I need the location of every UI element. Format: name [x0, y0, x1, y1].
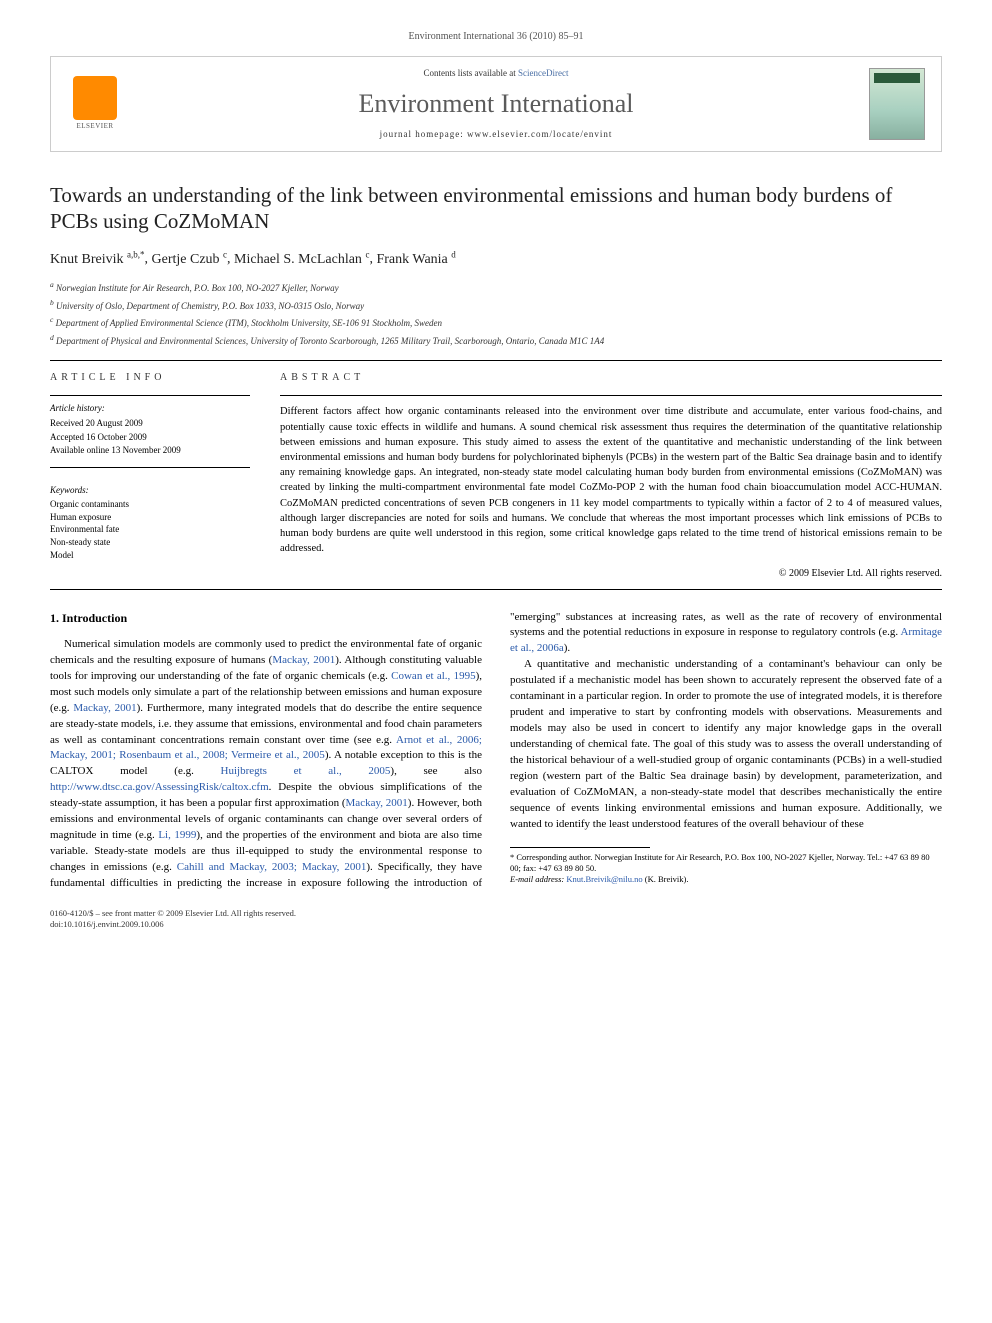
author-3: Michael S. McLachlan c [234, 252, 369, 267]
email-link[interactable]: Knut.Breivik@nilu.no [566, 874, 642, 884]
abstract-copyright: © 2009 Elsevier Ltd. All rights reserved… [280, 567, 942, 581]
journal-cover-thumbnail [869, 68, 925, 140]
caltox-link[interactable]: http://www.dtsc.ca.gov/AssessingRisk/cal… [50, 781, 269, 793]
abstract-column: ABSTRACT Different factors affect how or… [280, 371, 942, 580]
email-footnote: E-mail address: Knut.Breivik@nilu.no (K.… [510, 874, 942, 885]
keyword-5: Model [50, 549, 250, 562]
ref-li-1999[interactable]: Li, 1999 [158, 829, 196, 841]
author-1: Knut Breivik a,b,* [50, 252, 145, 267]
elsevier-label: ELSEVIER [76, 122, 113, 132]
affiliation-d: d Department of Physical and Environment… [50, 332, 942, 349]
contents-line: Contents lists available at ScienceDirec… [139, 67, 853, 80]
homepage-url[interactable]: www.elsevier.com/locate/envint [467, 129, 612, 139]
header-center: Contents lists available at ScienceDirec… [139, 67, 853, 141]
email-label: E-mail address: [510, 874, 566, 884]
keywords-heading: Keywords: [50, 484, 250, 497]
footnote-block: * Corresponding author. Norwegian Instit… [510, 847, 942, 885]
elsevier-tree-icon [73, 76, 117, 120]
page-footer: 0160-4120/$ – see front matter © 2009 El… [50, 908, 942, 930]
footer-issn: 0160-4120/$ – see front matter © 2009 El… [50, 908, 942, 919]
journal-reference: Environment International 36 (2010) 85–9… [50, 30, 942, 44]
affiliation-c: c Department of Applied Environmental Sc… [50, 314, 942, 331]
intro-para-2: A quantitative and mechanistic understan… [510, 657, 942, 832]
keyword-4: Non-steady state [50, 536, 250, 549]
divider-rule [50, 360, 942, 361]
affiliations: a Norwegian Institute for Air Research, … [50, 279, 942, 348]
section-divider [50, 589, 942, 590]
accepted-date: Accepted 16 October 2009 [50, 431, 250, 444]
affiliation-b: b University of Oslo, Department of Chem… [50, 297, 942, 314]
affiliation-a: a Norwegian Institute for Air Research, … [50, 279, 942, 296]
body-two-column: 1. Introduction Numerical simulation mod… [50, 610, 942, 892]
homepage-line: journal homepage: www.elsevier.com/locat… [139, 128, 853, 141]
authors-line: Knut Breivik a,b,*, Gertje Czub c, Micha… [50, 248, 942, 269]
section-1-heading: 1. Introduction [50, 610, 482, 627]
article-title: Towards an understanding of the link bet… [50, 182, 942, 235]
email-suffix: (K. Breivik). [643, 874, 689, 884]
info-abstract-row: ARTICLE INFO Article history: Received 2… [50, 371, 942, 580]
abstract-text: Different factors affect how organic con… [280, 404, 942, 556]
author-2: Gertje Czub c [152, 252, 228, 267]
online-date: Available online 13 November 2009 [50, 444, 250, 457]
keyword-1: Organic contaminants [50, 498, 250, 511]
ref-mackay-2001-b[interactable]: Mackay, 2001 [73, 702, 136, 714]
received-date: Received 20 August 2009 [50, 417, 250, 430]
homepage-prefix: journal homepage: [380, 129, 467, 139]
ref-cowan-1995[interactable]: Cowan et al., 1995 [391, 670, 475, 682]
elsevier-logo: ELSEVIER [67, 72, 123, 136]
ref-huijbregts-2005[interactable]: Huijbregts et al., 2005 [221, 765, 391, 777]
sciencedirect-link[interactable]: ScienceDirect [518, 68, 568, 78]
ref-mackay-2001-c[interactable]: Mackay, 2001 [346, 797, 408, 809]
history-heading: Article history: [50, 402, 250, 415]
ref-cahill-2003[interactable]: Cahill and Mackay, 2003; Mackay, 2001 [177, 861, 367, 873]
info-rule [50, 395, 250, 396]
contents-prefix: Contents lists available at [424, 68, 518, 78]
article-info-heading: ARTICLE INFO [50, 371, 250, 385]
keyword-2: Human exposure [50, 511, 250, 524]
article-info-column: ARTICLE INFO Article history: Received 2… [50, 371, 250, 580]
journal-title: Environment International [139, 86, 853, 122]
footnote-rule [510, 847, 650, 848]
journal-header-box: ELSEVIER Contents lists available at Sci… [50, 56, 942, 152]
keyword-3: Environmental fate [50, 523, 250, 536]
abstract-rule [280, 395, 942, 396]
corresponding-author-footnote: * Corresponding author. Norwegian Instit… [510, 852, 942, 874]
info-rule-2 [50, 467, 250, 468]
author-4: Frank Wania d [376, 252, 455, 267]
abstract-heading: ABSTRACT [280, 371, 942, 385]
ref-mackay-2001[interactable]: Mackay, 2001 [272, 654, 335, 666]
footer-doi: doi:10.1016/j.envint.2009.10.006 [50, 919, 942, 930]
